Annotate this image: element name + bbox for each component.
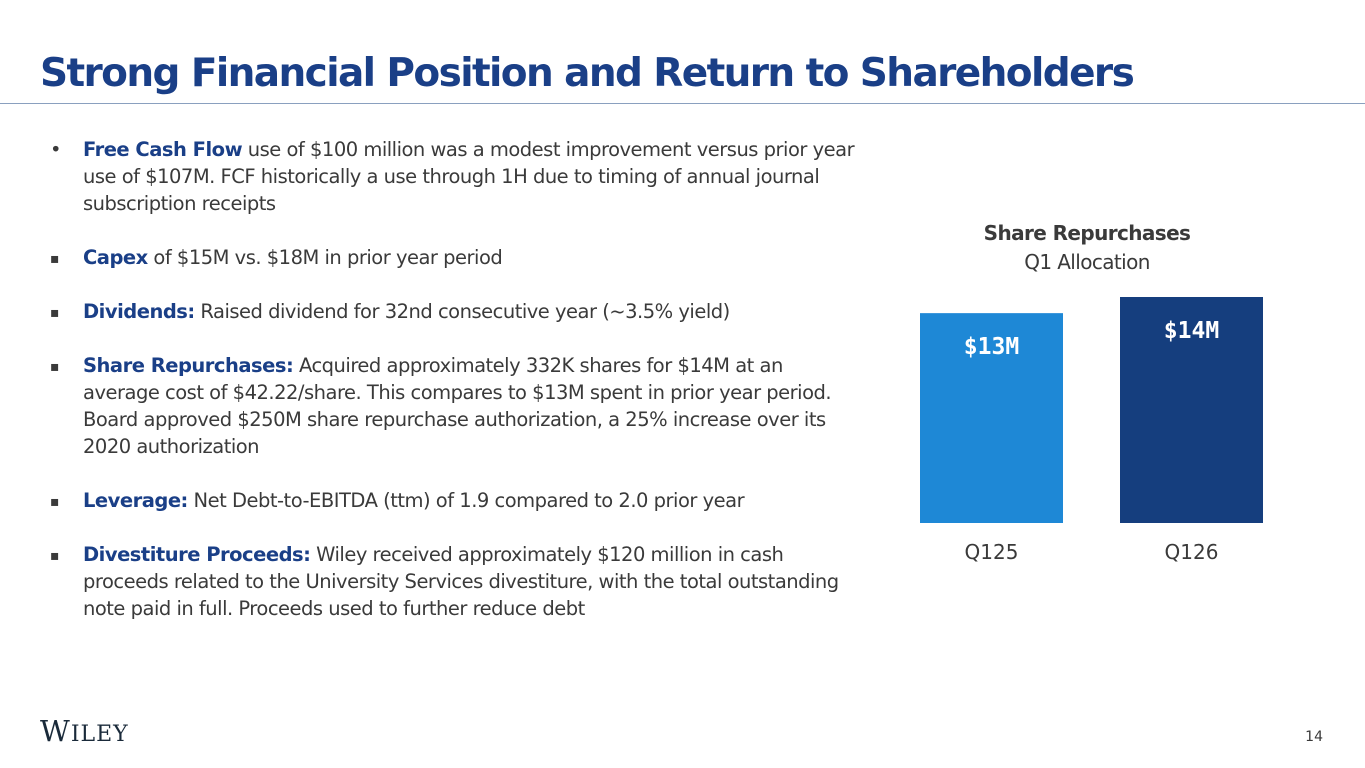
bullet-term: Dividends: xyxy=(83,300,195,323)
bullet-text: Raised dividend for 32nd consecutive yea… xyxy=(194,300,730,323)
bullet-item-leverage: ▪ Leverage: Net Debt-to-EBITDA (ttm) of … xyxy=(50,487,860,514)
share-repurchases-chart: Share Repurchases Q1 Allocation $13M Q125… xyxy=(880,215,1300,575)
x-tick-label: Q125 xyxy=(965,540,1019,564)
bullet-item-free-cash-flow: • Free Cash Flow use of $100 million was… xyxy=(50,136,860,217)
bar-q126 xyxy=(1120,297,1263,523)
bar-q125 xyxy=(920,313,1063,523)
slide-title: Strong Financial Position and Return to … xyxy=(40,51,1135,96)
bullet-term: Divestiture Proceeds: xyxy=(83,543,311,566)
bullet-marker: ▪ xyxy=(50,548,60,564)
bullet-marker: ▪ xyxy=(50,494,60,510)
bullet-text: of $15M vs. $18M in prior year period xyxy=(147,246,503,269)
bullet-text: use of $100 million was a modest improve… xyxy=(83,138,855,215)
bullet-term: Leverage: xyxy=(83,489,188,512)
bullet-term: Share Repurchases: xyxy=(83,354,294,377)
bullet-item-dividends: ▪ Dividends: Raised dividend for 32nd co… xyxy=(50,298,860,325)
bullet-marker: • xyxy=(50,138,62,161)
bullet-text: Wiley received approximately $120 millio… xyxy=(83,543,839,620)
page-number: 14 xyxy=(1305,729,1323,745)
chart-subtitle: Q1 Allocation xyxy=(1024,250,1150,274)
wiley-logo: WILEY xyxy=(40,714,129,748)
bar-chart-canvas: $13M Q125 $14M Q126 xyxy=(920,297,1263,564)
bullet-marker: ▪ xyxy=(50,359,60,375)
bullet-term: Free Cash Flow xyxy=(83,138,243,161)
bullet-text: Net Debt-to-EBITDA (ttm) of 1.9 compared… xyxy=(187,489,745,512)
bullet-item-divestiture-proceeds: ▪ Divestiture Proceeds: Wiley received a… xyxy=(50,541,860,622)
bullet-text: Acquired approximately 332K shares for $… xyxy=(83,354,832,458)
bullet-marker: ▪ xyxy=(50,305,60,321)
bar-data-label: $14M xyxy=(1164,318,1219,344)
bullet-term: Capex xyxy=(83,246,148,269)
title-divider xyxy=(0,103,1365,104)
bullet-list: • Free Cash Flow use of $100 million was… xyxy=(50,136,860,649)
bullet-item-capex: ▪ Capex of $15M vs. $18M in prior year p… xyxy=(50,244,860,271)
bullet-marker: ▪ xyxy=(50,251,60,267)
chart-title: Share Repurchases xyxy=(983,221,1191,245)
bar-data-label: $13M xyxy=(964,334,1019,360)
bullet-item-share-repurchases: ▪ Share Repurchases: Acquired approximat… xyxy=(50,352,860,460)
x-tick-label: Q126 xyxy=(1165,540,1219,564)
